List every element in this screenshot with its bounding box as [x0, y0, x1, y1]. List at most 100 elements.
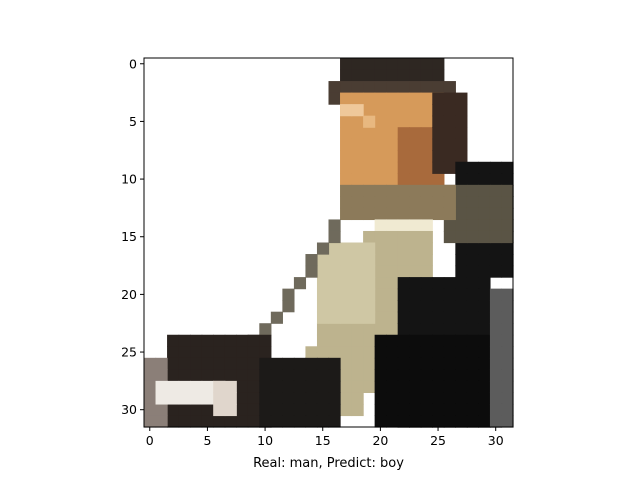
image-pixel [466, 403, 480, 417]
image-pixel [455, 415, 468, 428]
image-pixel [478, 161, 491, 174]
image-pixel [501, 161, 514, 174]
image-pixel [363, 288, 376, 301]
image-pixel [386, 254, 399, 267]
image-pixel [213, 415, 226, 428]
image-pixel [351, 346, 364, 359]
image-pixel [409, 415, 422, 428]
image-pixel [432, 207, 445, 221]
image-pixel [236, 380, 249, 394]
image-pixel [351, 254, 364, 267]
image-pixel [247, 403, 260, 417]
image-pixel [432, 415, 445, 428]
image-pixel [420, 311, 433, 324]
image-pixel [409, 242, 422, 255]
image-pixel [432, 288, 445, 301]
image-pixel [409, 69, 422, 82]
axes-frame [143, 57, 514, 428]
image-pixel [501, 323, 514, 336]
image-pixel [386, 150, 399, 163]
image-pixel [305, 392, 318, 405]
image-pixel [155, 403, 168, 417]
image-pixel [397, 81, 410, 94]
image-pixel [420, 369, 433, 382]
image-pixel [340, 115, 353, 128]
image-pixel [397, 369, 410, 382]
image-pixel [455, 403, 468, 417]
image-pixel [270, 369, 283, 382]
image-pixel [340, 150, 353, 163]
image-pixel [420, 380, 433, 394]
image-pixel [293, 380, 307, 394]
image-pixel [351, 81, 364, 94]
image-pixel [236, 392, 249, 405]
image-pixel [351, 69, 364, 82]
image-pixel [432, 173, 445, 186]
image-pixel [409, 300, 422, 313]
image-pixel [363, 69, 376, 82]
image-pixel [501, 311, 514, 324]
image-pixel [351, 357, 364, 370]
image-pixel [293, 357, 307, 370]
image-pixel [340, 357, 353, 370]
image-pixel [351, 104, 364, 117]
image-pixel [432, 323, 445, 336]
image-pixel [409, 323, 422, 336]
image-pixel [316, 254, 330, 267]
image-pixel [374, 346, 387, 359]
image-pixel [328, 334, 341, 347]
image-pixel [374, 254, 387, 267]
image-pixel [432, 92, 445, 105]
image-pixel [455, 357, 468, 370]
image-pixel [190, 415, 203, 428]
x-tick-label: 25 [430, 433, 446, 448]
image-pixel [501, 230, 514, 244]
image-pixel [409, 173, 422, 186]
image-pixel [340, 369, 353, 382]
image-pixel [340, 184, 353, 197]
image-pixel [282, 357, 295, 370]
image-pixel [282, 288, 295, 301]
image-pixel [340, 138, 353, 151]
image-pixel [443, 357, 456, 370]
image-pixel [489, 357, 503, 370]
image-pixel [270, 392, 283, 405]
image-pixel [409, 254, 422, 267]
image-pixel [489, 369, 503, 382]
image-pixel [316, 334, 330, 347]
image-pixel [351, 92, 364, 105]
image-pixel [374, 265, 387, 278]
image-pixel [397, 300, 410, 313]
image-pixel [478, 219, 491, 232]
image-pixel [374, 150, 387, 163]
image-pixel [478, 277, 491, 290]
image-pixel [363, 58, 376, 71]
image-pixel [420, 300, 433, 313]
image-pixel [489, 288, 503, 301]
image-pixel [328, 265, 341, 278]
image-pixel [501, 380, 514, 394]
image-pixel [167, 392, 180, 405]
image-pixel [397, 380, 410, 394]
image-pixel [316, 288, 330, 301]
image-pixel [386, 196, 399, 209]
image-pixel [466, 288, 480, 301]
image-pixel [501, 173, 514, 186]
image-pixel [328, 288, 341, 301]
image-pixel [213, 346, 226, 359]
image-pixel [144, 380, 157, 394]
image-pixel [420, 415, 433, 428]
image-pixel [489, 196, 503, 209]
image-pixel [374, 334, 387, 347]
image-pixel [351, 127, 364, 140]
image-pixel [397, 357, 410, 370]
image-pixel [478, 357, 491, 370]
image-pixel [443, 207, 456, 221]
image-pixel [466, 277, 480, 290]
image-pixel [340, 392, 353, 405]
image-pixel [270, 380, 283, 394]
image-pixel [351, 392, 364, 405]
pixel-image [144, 58, 514, 428]
image-pixel [190, 403, 203, 417]
image-pixel [351, 265, 364, 278]
